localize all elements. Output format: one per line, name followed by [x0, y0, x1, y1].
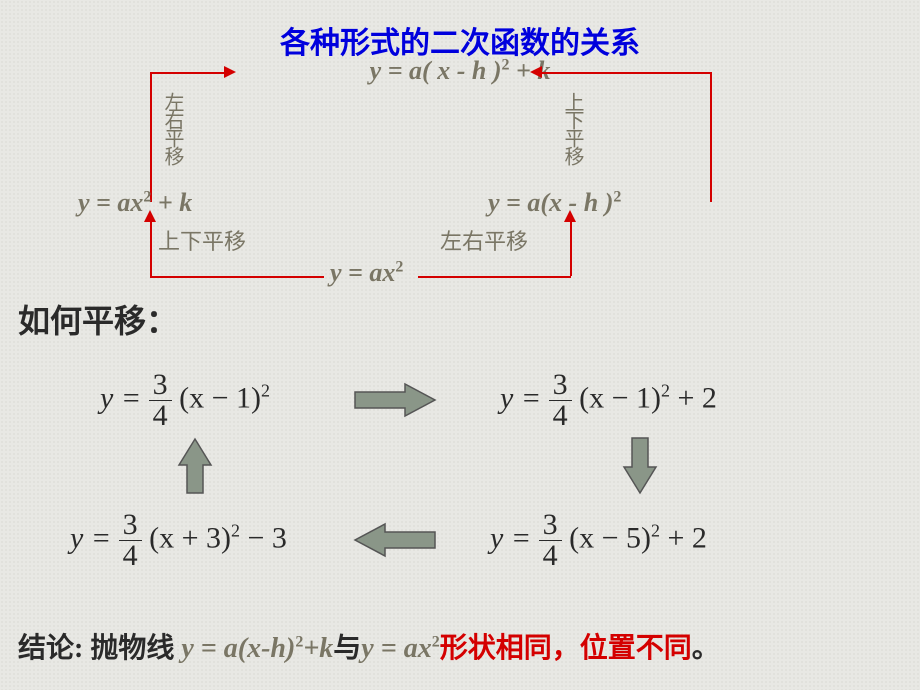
red-line: [150, 276, 324, 278]
red-line: [150, 72, 152, 202]
top-formula: y = a( x - h )2 + k: [0, 56, 920, 86]
arrow-right-icon: [224, 66, 236, 78]
arrow-up-icon: [564, 210, 576, 222]
right-formula: y = a(x - h )2: [488, 188, 621, 218]
left-vertical-label: 左右平移: [158, 92, 187, 164]
right-horizontal-label: 左右平移: [440, 224, 528, 256]
arrow-left-icon: [350, 520, 440, 560]
equation-1: y = 34 (x − 1)2: [100, 370, 270, 431]
how-label: 如何平移：: [18, 296, 178, 342]
arrow-down-icon: [620, 435, 660, 497]
bottom-formula: y = ax2: [330, 258, 403, 288]
equation-4: y = 34 (x − 5)2 + 2: [490, 510, 707, 571]
arrow-right-icon: [350, 380, 440, 420]
equation-3: y = 34 (x + 3)2 − 3: [70, 510, 287, 571]
red-line: [710, 72, 712, 202]
arrow-left-icon: [530, 66, 542, 78]
left-formula: y = ax2 + k: [78, 188, 192, 218]
arrow-up-icon: [175, 435, 215, 497]
equation-2: y = 34 (x − 1)2 + 2: [500, 370, 717, 431]
right-vertical-label: 上下平移: [558, 92, 587, 164]
left-horizontal-label: 上下平移: [158, 224, 246, 256]
red-line: [150, 218, 152, 276]
red-line: [418, 276, 571, 278]
conclusion-text: 结论: 抛物线 y = a(x-h)2+k与y = ax2形状相同，位置不同。: [18, 626, 720, 666]
arrow-up-icon: [144, 210, 156, 222]
red-line: [150, 72, 230, 74]
red-line: [570, 218, 572, 276]
red-line: [540, 72, 710, 74]
